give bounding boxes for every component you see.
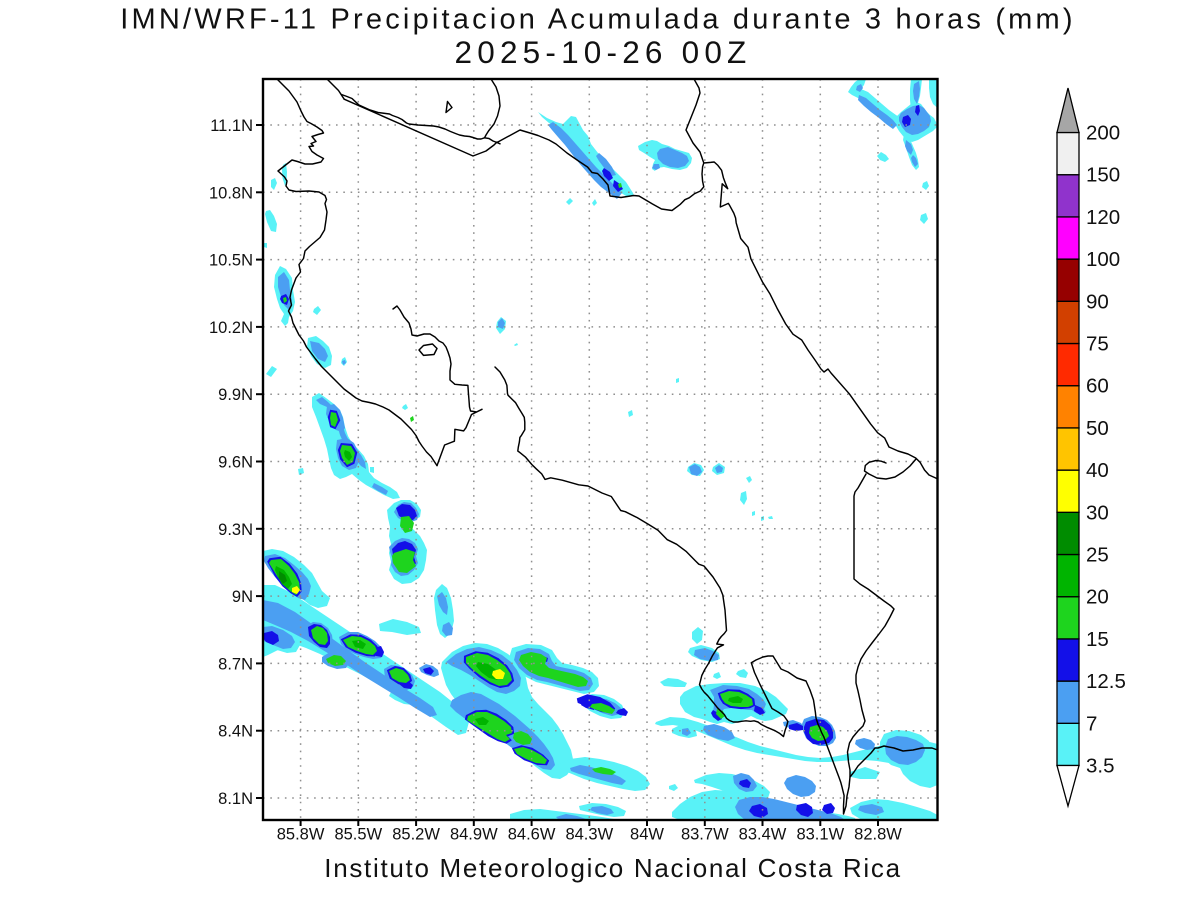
svg-text:83.7W: 83.7W — [681, 826, 729, 844]
svg-text:10.8N: 10.8N — [209, 184, 253, 202]
svg-text:85.2W: 85.2W — [392, 826, 440, 844]
svg-text:82.8W: 82.8W — [854, 826, 902, 844]
svg-text:8.1N: 8.1N — [218, 790, 253, 808]
svg-text:9.3N: 9.3N — [218, 521, 253, 539]
svg-text:50: 50 — [1086, 417, 1109, 440]
svg-text:8.4N: 8.4N — [218, 723, 253, 741]
svg-text:85.5W: 85.5W — [334, 826, 382, 844]
svg-text:10.5N: 10.5N — [209, 252, 253, 270]
svg-text:2025-10-26 00Z: 2025-10-26 00Z — [455, 34, 752, 70]
svg-text:83.4W: 83.4W — [739, 826, 787, 844]
svg-text:10.2N: 10.2N — [209, 319, 253, 337]
svg-text:40: 40 — [1086, 459, 1109, 482]
svg-text:9.6N: 9.6N — [218, 454, 253, 472]
svg-text:85.8W: 85.8W — [277, 826, 325, 844]
svg-text:84.3W: 84.3W — [565, 826, 613, 844]
svg-text:IMN/WRF-11 Precipitacion Acumu: IMN/WRF-11 Precipitacion Acumulada duran… — [120, 4, 1076, 36]
svg-text:84W: 84W — [630, 826, 664, 844]
svg-text:12.5: 12.5 — [1086, 670, 1126, 693]
svg-text:3.5: 3.5 — [1086, 755, 1115, 778]
svg-text:100: 100 — [1086, 248, 1120, 271]
svg-text:200: 200 — [1086, 122, 1120, 145]
svg-text:9N: 9N — [232, 588, 253, 606]
svg-text:9.9N: 9.9N — [218, 386, 253, 404]
svg-text:84.9W: 84.9W — [450, 826, 498, 844]
svg-text:8.7N: 8.7N — [218, 655, 253, 673]
svg-text:60: 60 — [1086, 375, 1109, 398]
svg-text:25: 25 — [1086, 544, 1109, 567]
svg-text:7: 7 — [1086, 712, 1097, 735]
svg-text:30: 30 — [1086, 501, 1109, 524]
svg-text:83.1W: 83.1W — [796, 826, 844, 844]
svg-text:150: 150 — [1086, 164, 1120, 187]
svg-text:20: 20 — [1086, 586, 1109, 609]
svg-text:84.6W: 84.6W — [508, 826, 556, 844]
svg-text:90: 90 — [1086, 290, 1109, 313]
svg-text:Instituto Meteorologico Nacion: Instituto Meteorologico Nacional Costa R… — [324, 853, 901, 883]
svg-text:120: 120 — [1086, 206, 1120, 229]
svg-text:15: 15 — [1086, 628, 1109, 651]
svg-text:75: 75 — [1086, 333, 1109, 356]
svg-text:11.1N: 11.1N — [210, 117, 253, 135]
